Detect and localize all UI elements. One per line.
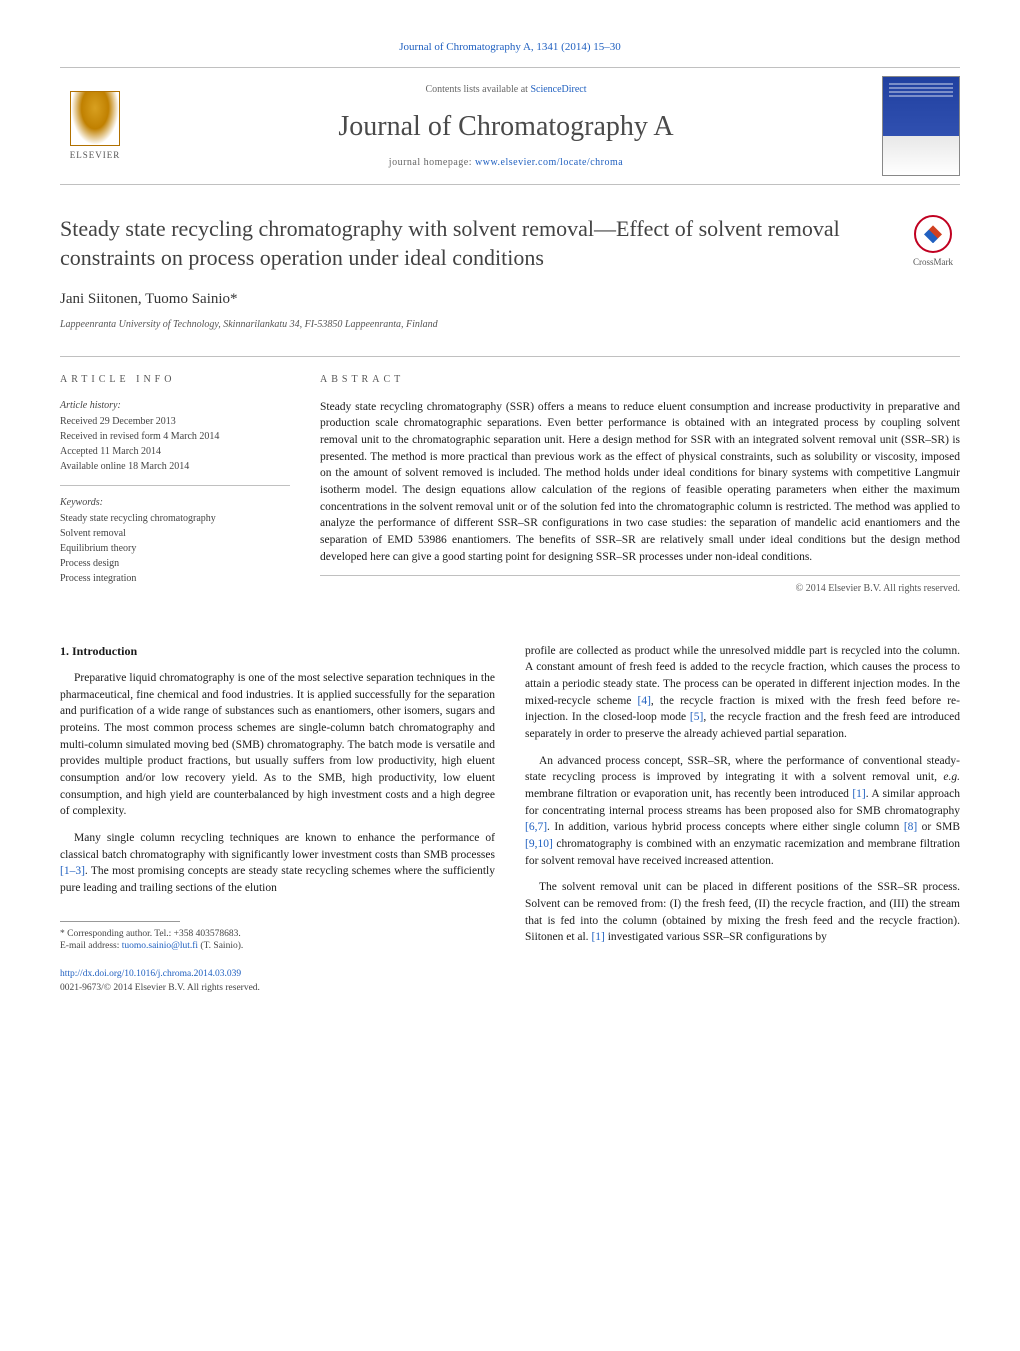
history-label: Article history: — [60, 399, 290, 413]
body-paragraph: Preparative liquid chromatography is one… — [60, 670, 495, 820]
body-paragraph: profile are collected as product while t… — [525, 643, 960, 743]
journal-homepage-line: journal homepage: www.elsevier.com/locat… — [150, 156, 862, 170]
body-paragraph: Many single column recycling techniques … — [60, 830, 495, 897]
journal-homepage-link[interactable]: www.elsevier.com/locate/chroma — [475, 157, 623, 168]
crossmark-label: CrossMark — [913, 256, 953, 269]
paragraph-text: or SMB — [917, 821, 960, 833]
keywords-block: Keywords: Steady state recycling chromat… — [60, 496, 290, 597]
paragraph-text: . In addition, various hybrid process co… — [547, 821, 904, 833]
email-line: E-mail address: tuomo.sainio@lut.fi (T. … — [60, 940, 495, 952]
keyword: Solvent removal — [60, 527, 290, 541]
history-line: Received 29 December 2013 — [60, 415, 290, 429]
citation-link[interactable]: [9,10] — [525, 838, 553, 850]
header-citation: Journal of Chromatography A, 1341 (2014)… — [60, 40, 960, 55]
corresponding-marker: * — [230, 291, 238, 307]
article-history-block: Article history: Received 29 December 20… — [60, 399, 290, 486]
crossmark-badge[interactable]: CrossMark — [906, 215, 960, 269]
keywords-label: Keywords: — [60, 496, 290, 510]
abstract-text: Steady state recycling chromatography (S… — [320, 399, 960, 577]
body-paragraph: An advanced process concept, SSR–SR, whe… — [525, 753, 960, 870]
journal-name: Journal of Chromatography A — [150, 107, 862, 146]
body-column-right: profile are collected as product while t… — [525, 643, 960, 996]
email-link[interactable]: tuomo.sainio@lut.fi — [122, 941, 198, 951]
abstract-heading: ABSTRACT — [320, 373, 960, 387]
corresponding-footnote: * Corresponding author. Tel.: +358 40357… — [60, 928, 495, 953]
footnote-rule — [60, 921, 180, 922]
citation-link[interactable]: [5] — [690, 711, 703, 723]
title-row: Steady state recycling chromatography wi… — [60, 215, 960, 272]
history-line: Received in revised form 4 March 2014 — [60, 430, 290, 444]
citation-link[interactable]: [4] — [638, 695, 651, 707]
contents-available-line: Contents lists available at ScienceDirec… — [150, 83, 862, 97]
meta-abstract-row: ARTICLE INFO Article history: Received 2… — [60, 356, 960, 607]
journal-cover-thumbnail — [882, 76, 960, 176]
affiliation: Lappeenranta University of Technology, S… — [60, 318, 960, 332]
paragraph-text: . The most promising concepts are steady… — [60, 865, 495, 894]
elsevier-tree-icon — [70, 91, 120, 146]
history-line: Accepted 11 March 2014 — [60, 445, 290, 459]
body-column-left: 1. Introduction Preparative liquid chrom… — [60, 643, 495, 996]
elsevier-label: ELSEVIER — [70, 149, 121, 162]
crossmark-icon — [914, 215, 952, 253]
citation-link[interactable]: [1–3] — [60, 865, 85, 877]
masthead-center: Contents lists available at ScienceDirec… — [130, 83, 882, 170]
keyword: Process integration — [60, 572, 290, 586]
citation-link[interactable]: [6,7] — [525, 821, 547, 833]
abstract-column: ABSTRACT Steady state recycling chromato… — [320, 373, 960, 607]
intro-heading: 1. Introduction — [60, 643, 495, 660]
citation-link[interactable]: [1] — [852, 788, 865, 800]
body-columns: 1. Introduction Preparative liquid chrom… — [60, 643, 960, 996]
history-line: Available online 18 March 2014 — [60, 460, 290, 474]
authors-line: Jani Siitonen, Tuomo Sainio* — [60, 289, 960, 310]
keyword: Steady state recycling chromatography — [60, 512, 290, 526]
article-info-heading: ARTICLE INFO — [60, 373, 290, 387]
article-title: Steady state recycling chromatography wi… — [60, 215, 886, 272]
sciencedirect-link[interactable]: ScienceDirect — [530, 84, 586, 95]
doi-link[interactable]: http://dx.doi.org/10.1016/j.chroma.2014.… — [60, 968, 495, 982]
citation-link[interactable]: [8] — [904, 821, 917, 833]
citation-link[interactable]: [1] — [591, 931, 604, 943]
body-paragraph: The solvent removal unit can be placed i… — [525, 879, 960, 946]
keyword: Process design — [60, 557, 290, 571]
elsevier-logo: ELSEVIER — [60, 86, 130, 166]
issn-copyright-line: 0021-9673/© 2014 Elsevier B.V. All right… — [60, 982, 495, 996]
paragraph-text: Many single column recycling techniques … — [60, 832, 495, 861]
paragraph-text: investigated various SSR–SR configuratio… — [605, 931, 827, 943]
keyword: Equilibrium theory — [60, 542, 290, 556]
doi-block: http://dx.doi.org/10.1016/j.chroma.2014.… — [60, 968, 495, 996]
article-info-column: ARTICLE INFO Article history: Received 2… — [60, 373, 290, 607]
abstract-copyright: © 2014 Elsevier B.V. All rights reserved… — [320, 582, 960, 596]
paragraph-text: chromatography is combined with an enzym… — [525, 838, 960, 867]
corr-author-line: * Corresponding author. Tel.: +358 40357… — [60, 928, 495, 940]
masthead: ELSEVIER Contents lists available at Sci… — [60, 67, 960, 185]
